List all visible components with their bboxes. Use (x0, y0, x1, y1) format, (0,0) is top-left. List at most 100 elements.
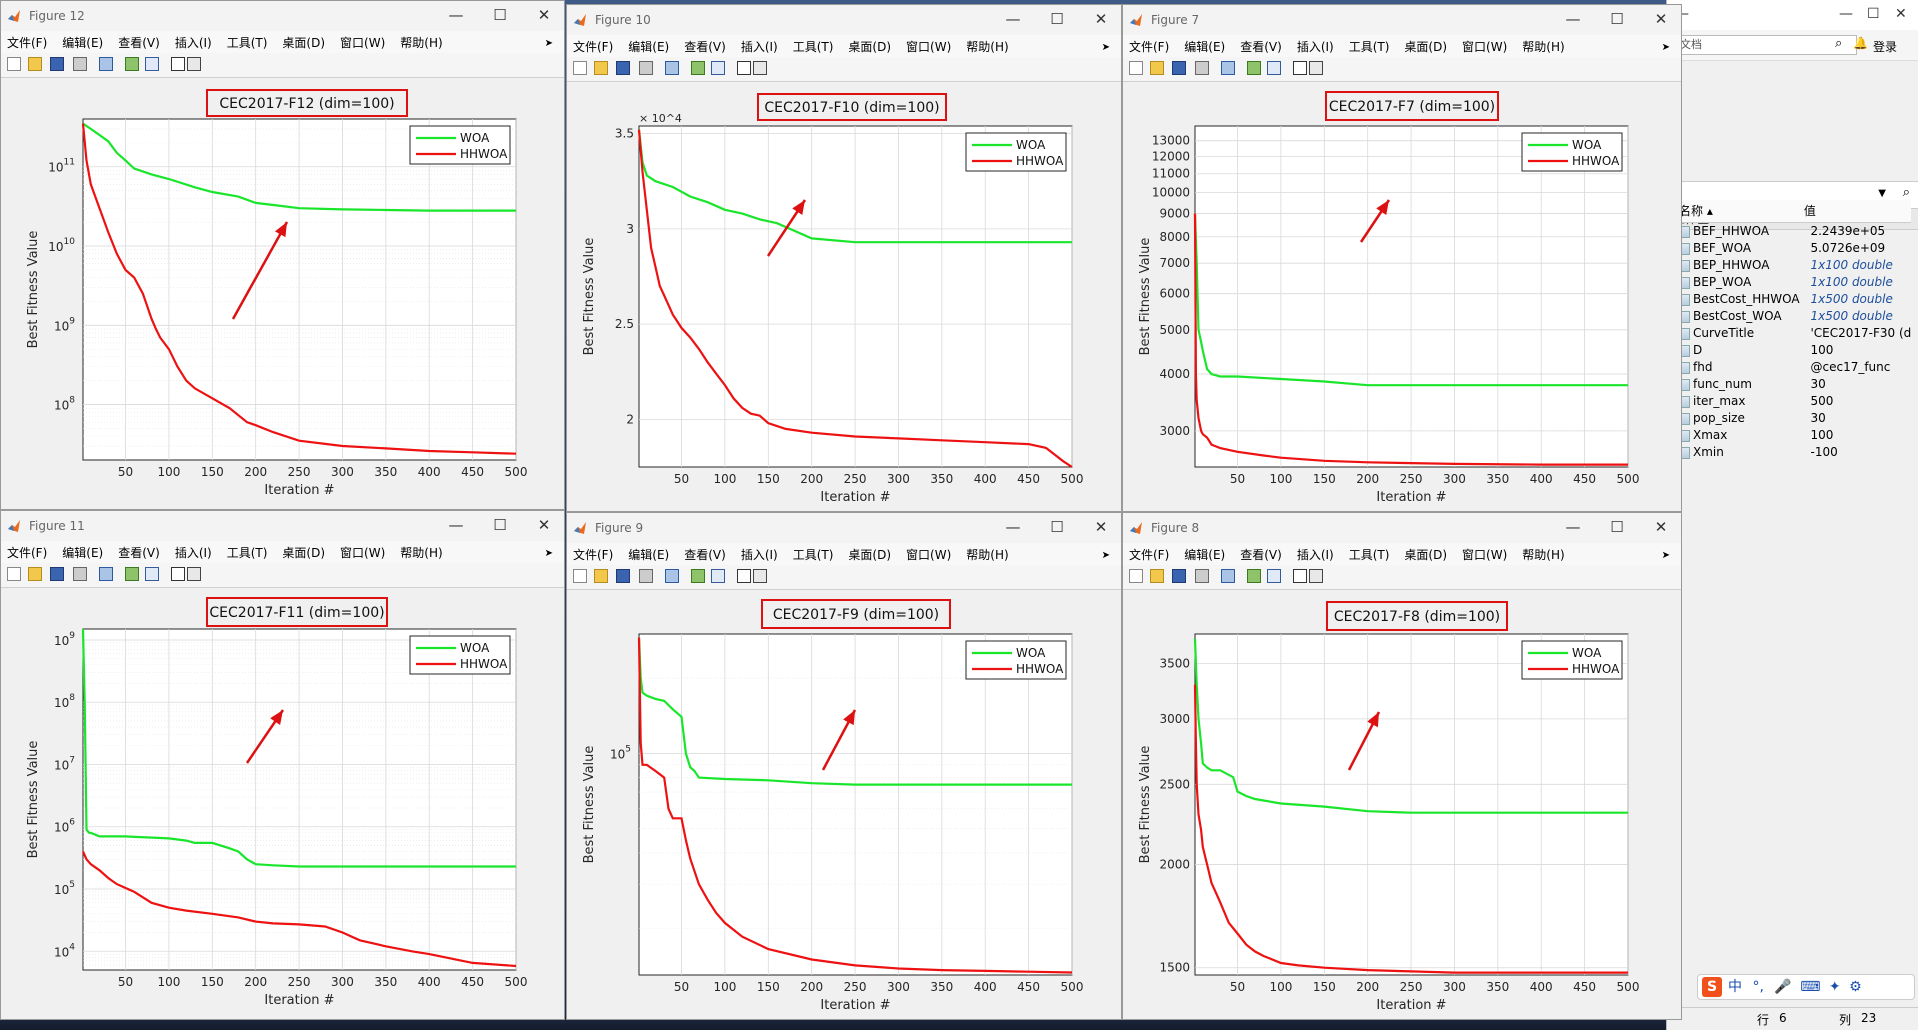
figure-window[interactable]: Figure 10 — ☐ ✕ 文件(F) 编辑(E) 查看(V) 插入(I) 工具(T) 桌面(… (566, 4, 1122, 512)
figure-window[interactable]: Figure 9 — ☐ ✕ 文件(F) 编辑(E) 查看(V) 插入(I) 工具(T) 桌面(D… (566, 512, 1122, 1020)
new-figure-icon[interactable] (7, 567, 21, 581)
close-icon[interactable]: ✕ (1094, 518, 1108, 536)
menu-item[interactable]: 编辑(E) (1184, 40, 1226, 54)
save-icon[interactable] (616, 61, 630, 75)
edit-plot-icon[interactable] (171, 567, 185, 581)
keyboard-icon[interactable]: ⌨ (1800, 979, 1821, 995)
insert-legend-icon[interactable] (145, 57, 159, 71)
menu-item[interactable]: 桌面(D) (282, 36, 326, 50)
open-file-icon[interactable] (594, 569, 608, 583)
menu-item[interactable]: 窗口(W) (340, 36, 386, 50)
open-file-icon[interactable] (594, 61, 608, 75)
menu-item[interactable]: 帮助(H) (1522, 548, 1565, 562)
edit-plot-icon[interactable] (737, 569, 751, 583)
microphone-icon[interactable]: 🎤 (1774, 979, 1792, 995)
window-titlebar[interactable]: Figure 9 — ☐ ✕ (567, 513, 1121, 543)
value-column-header[interactable]: 值 (1803, 204, 1816, 218)
insert-legend-icon[interactable] (1267, 61, 1281, 75)
menu-overflow-icon[interactable]: ➤ (544, 548, 553, 559)
maximize-icon[interactable]: ☐ (1050, 518, 1064, 536)
search-icon[interactable]: ⌕ (1835, 36, 1843, 51)
doc-search-input[interactable]: 文档 (1675, 35, 1857, 55)
menu-item[interactable]: 工具(T) (792, 548, 834, 562)
maximize-icon[interactable]: ☐ (1610, 10, 1624, 28)
legend-box[interactable] (409, 125, 511, 165)
open-file-icon[interactable] (1150, 569, 1164, 583)
link-plot-icon[interactable] (1221, 569, 1235, 583)
minimize-icon[interactable]: — (448, 6, 464, 24)
menu-item[interactable]: 桌面(D) (1404, 548, 1448, 562)
insert-colorbar-icon[interactable] (125, 567, 139, 581)
name-column-header[interactable]: 名称 ▴ (1679, 204, 1713, 218)
menu-item[interactable]: 编辑(E) (62, 36, 104, 50)
menu-overflow-icon[interactable]: ➤ (544, 38, 553, 49)
workspace-row[interactable]: CurveTitle 'CEC2017-F30 (d (1675, 325, 1911, 342)
menu-item[interactable]: 查看(V) (1240, 40, 1282, 54)
legend-box[interactable] (965, 132, 1067, 172)
save-icon[interactable] (1172, 569, 1186, 583)
figure-window[interactable]: Figure 8 — ☐ ✕ 文件(F) 编辑(E) 查看(V) 插入(I) 工具(T) 桌面(D… (1122, 512, 1682, 1020)
workspace-row[interactable]: BEF_HHWOA 2.2439e+05 (1675, 223, 1911, 240)
workspace-row[interactable]: Xmin -100 (1675, 444, 1911, 461)
menu-item[interactable]: 工具(T) (1348, 548, 1390, 562)
menu-item[interactable]: 编辑(E) (1184, 548, 1226, 562)
workspace-row[interactable]: func_num 30 (1675, 376, 1911, 393)
menu-item[interactable]: 插入(I) (740, 548, 778, 562)
window-titlebar[interactable]: Figure 10 — ☐ ✕ (567, 5, 1121, 35)
search-icon[interactable]: ⌕ (1902, 185, 1910, 200)
menu-item[interactable]: 帮助(H) (400, 546, 443, 560)
new-figure-icon[interactable] (1129, 569, 1143, 583)
menu-item[interactable]: 编辑(E) (62, 546, 104, 560)
edit-plot-icon[interactable] (1293, 569, 1307, 583)
save-icon[interactable] (616, 569, 630, 583)
workspace-row[interactable]: D 100 (1675, 342, 1911, 359)
property-inspector-icon[interactable] (753, 61, 767, 75)
close-icon[interactable]: ✕ (1654, 518, 1668, 536)
close-icon[interactable]: ✕ (1895, 6, 1907, 22)
property-inspector-icon[interactable] (1309, 569, 1323, 583)
menu-item[interactable]: 窗口(W) (1462, 40, 1508, 54)
menu-overflow-icon[interactable]: ➤ (1101, 42, 1110, 53)
workspace-row[interactable]: BEP_HHWOA 1x100 double (1675, 257, 1911, 274)
new-figure-icon[interactable] (7, 57, 21, 71)
menu-item[interactable]: 文件(F) (1129, 40, 1170, 54)
print-icon[interactable] (73, 567, 87, 581)
menu-item[interactable]: 帮助(H) (1522, 40, 1565, 54)
close-icon[interactable]: ✕ (1094, 10, 1108, 28)
minimize-icon[interactable]: — (448, 516, 464, 534)
menu-item[interactable]: 插入(I) (1296, 548, 1334, 562)
legend-box[interactable] (409, 635, 511, 675)
workspace-row[interactable]: pop_size 30 (1675, 410, 1911, 427)
link-plot-icon[interactable] (665, 569, 679, 583)
menu-item[interactable]: 插入(I) (174, 36, 212, 50)
menu-item[interactable]: 窗口(W) (1462, 548, 1508, 562)
save-icon[interactable] (1172, 61, 1186, 75)
menu-item[interactable]: 查看(V) (118, 36, 160, 50)
minimize-icon[interactable]: — (1839, 6, 1853, 22)
print-icon[interactable] (73, 57, 87, 71)
workspace-row[interactable]: iter_max 500 (1675, 393, 1911, 410)
window-titlebar[interactable]: Figure 11 — ☐ ✕ (1, 511, 564, 541)
property-inspector-icon[interactable] (1309, 61, 1323, 75)
insert-colorbar-icon[interactable] (1247, 61, 1261, 75)
window-titlebar[interactable]: Figure 8 — ☐ ✕ (1123, 513, 1681, 543)
menu-item[interactable]: 查看(V) (684, 548, 726, 562)
menu-item[interactable]: 工具(T) (226, 546, 268, 560)
menu-overflow-icon[interactable]: ➤ (1661, 550, 1670, 561)
new-figure-icon[interactable] (573, 61, 587, 75)
insert-colorbar-icon[interactable] (125, 57, 139, 71)
open-file-icon[interactable] (28, 57, 42, 71)
menu-item[interactable]: 工具(T) (792, 40, 834, 54)
minimize-icon[interactable]: — (1005, 518, 1021, 536)
menu-overflow-icon[interactable]: ➤ (1661, 42, 1670, 53)
menu-item[interactable]: 窗口(W) (906, 548, 952, 562)
maximize-icon[interactable]: ☐ (493, 6, 507, 24)
workspace-row[interactable]: BEF_WOA 5.0726e+09 (1675, 240, 1911, 257)
menu-item[interactable]: 文件(F) (7, 546, 48, 560)
menu-item[interactable]: 工具(T) (1348, 40, 1390, 54)
menu-item[interactable]: 窗口(W) (906, 40, 952, 54)
insert-legend-icon[interactable] (711, 61, 725, 75)
menu-item[interactable]: 窗口(W) (340, 546, 386, 560)
insert-legend-icon[interactable] (1267, 569, 1281, 583)
